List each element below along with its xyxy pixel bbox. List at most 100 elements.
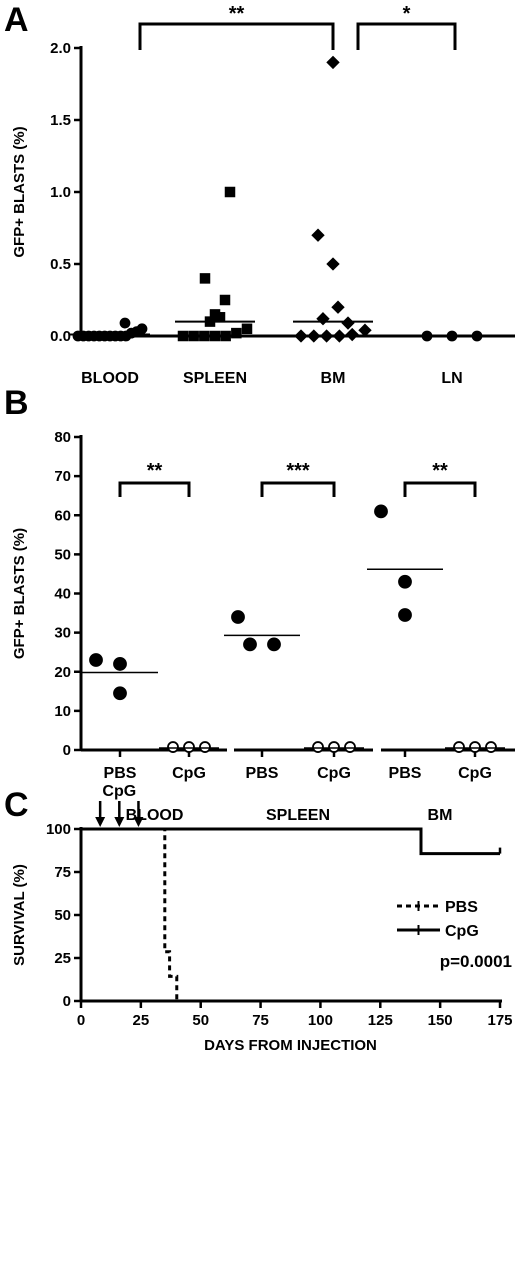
significance-label: ** <box>229 3 245 25</box>
x-tick-label: 100 <box>308 1012 333 1029</box>
data-point <box>219 294 231 306</box>
data-point <box>243 637 257 652</box>
y-tick-label: 1.0 <box>50 184 71 201</box>
data-point <box>267 637 281 652</box>
data-point <box>241 323 253 335</box>
y-tick-label: 100 <box>46 821 71 838</box>
panel-a: 0.0 0.5 1.0 1.5 2.0 GFP+ BLASTS (%) BLOOD SPLEE… <box>11 3 515 387</box>
y-tick-label: 0.0 <box>50 328 71 345</box>
y-tick-label: 1.5 <box>50 112 71 129</box>
significance-label: ** <box>147 460 163 482</box>
y-tick-label: 60 <box>54 507 71 524</box>
y-tick-label: 30 <box>54 625 71 642</box>
data-point <box>332 329 347 343</box>
condition-label: CpG <box>172 765 206 782</box>
significance-label: *** <box>286 460 310 482</box>
y-tick-label: 50 <box>54 546 71 563</box>
y-tick-label: 0.5 <box>50 256 71 273</box>
data-point <box>307 329 321 343</box>
y-tick-label: 0 <box>63 993 71 1010</box>
panel-letter-a: A <box>4 1 29 39</box>
data-point <box>177 330 189 342</box>
data-point <box>398 574 412 589</box>
data-point <box>398 608 412 622</box>
data-point <box>326 257 340 271</box>
panel-b: 0 10 20 30 40 50 60 70 80 GFP+ BLASTS (%) PBS CpG BL… <box>11 429 515 824</box>
y-tick-label: 75 <box>54 864 71 881</box>
y-tick-label: 25 <box>54 950 71 967</box>
y-tick-label: 2.0 <box>50 40 71 57</box>
data-point <box>167 741 179 753</box>
arrow-head <box>133 817 144 827</box>
condition-label: CpG <box>317 765 351 782</box>
data-point <box>113 686 127 701</box>
y-axis-label: GFP+ BLASTS (%) <box>11 126 28 257</box>
y-tick-label: 0 <box>63 742 71 759</box>
data-point <box>294 329 308 343</box>
data-point <box>316 312 330 326</box>
y-axis-label: SURVIVAL (%) <box>11 864 28 966</box>
data-point <box>341 316 355 330</box>
data-point <box>199 330 210 342</box>
data-point <box>358 323 372 337</box>
significance-bracket <box>260 481 336 497</box>
data-point <box>136 323 148 335</box>
data-point <box>485 741 497 753</box>
data-point <box>113 657 127 671</box>
data-point <box>326 55 340 70</box>
panel-c: 0 25 50 75 100 0 25 50 75 100 125 150 175 SURVIVAL (%… <box>11 783 513 1054</box>
category-label: BM <box>321 370 346 387</box>
legend-label-cpg: CpG <box>445 923 479 940</box>
data-point <box>469 741 481 753</box>
data-point <box>344 741 356 753</box>
data-point <box>199 741 211 753</box>
y-tick-label: 70 <box>54 468 71 485</box>
data-point <box>345 327 359 342</box>
legend-label-pbs: PBS <box>445 899 478 916</box>
x-tick-label: 125 <box>368 1012 393 1029</box>
significance-bracket <box>138 22 335 50</box>
tissue-label: SPLEEN <box>266 807 330 824</box>
panel-letter-b: B <box>4 384 29 422</box>
x-tick-label: 175 <box>487 1012 512 1029</box>
data-point <box>224 186 236 198</box>
data-point <box>199 273 211 284</box>
panel-letter-c: C <box>4 786 29 824</box>
data-point <box>183 741 195 753</box>
category-label: LN <box>441 370 462 387</box>
category-label: SPLEEN <box>183 370 247 387</box>
p-value-annotation: p=0.0001 <box>440 952 512 971</box>
y-tick-label: 10 <box>54 703 71 720</box>
survival-curve-cpg <box>81 827 500 856</box>
data-point <box>231 327 242 339</box>
data-point <box>319 329 334 343</box>
data-point <box>119 317 131 329</box>
condition-label: PBS <box>389 765 422 782</box>
x-tick-label: 25 <box>133 1012 150 1029</box>
significance-bracket <box>403 481 477 497</box>
y-axis-label: GFP+ BLASTS (%) <box>11 528 28 659</box>
x-tick-label: 0 <box>77 1012 85 1029</box>
significance-bracket <box>356 22 457 50</box>
x-axis-label: DAYS FROM INJECTION <box>204 1037 377 1054</box>
category-label: BLOOD <box>81 370 139 387</box>
data-point <box>374 504 388 519</box>
y-tick-label: 40 <box>54 586 71 603</box>
data-point <box>328 741 340 753</box>
y-tick-label: 80 <box>54 429 71 446</box>
y-tick-label: 50 <box>54 907 71 924</box>
condition-label: PBS <box>104 765 137 782</box>
data-point <box>331 300 345 314</box>
significance-label: ** <box>432 460 448 482</box>
x-tick-label: 75 <box>252 1012 269 1029</box>
significance-label: * <box>403 3 411 25</box>
y-tick-label: 20 <box>54 664 71 681</box>
data-point <box>209 330 221 342</box>
data-point <box>312 741 324 753</box>
arrow-head <box>114 817 125 827</box>
arrow-head <box>95 817 106 827</box>
significance-bracket <box>118 481 191 497</box>
x-tick-label: 150 <box>428 1012 453 1029</box>
tissue-label: BLOOD <box>126 807 184 824</box>
